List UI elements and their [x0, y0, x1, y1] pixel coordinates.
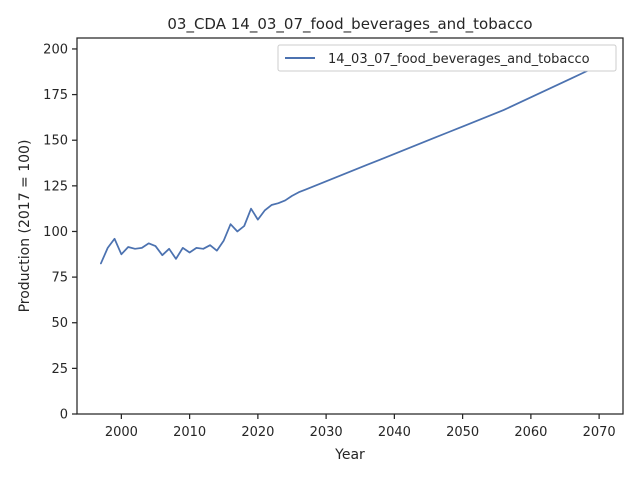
y-tick-label: 0 [60, 408, 68, 423]
y-tick-label: 200 [43, 42, 68, 57]
y-axis: 0 25 50 75 100 125 150 175 200 [43, 42, 77, 423]
x-axis-label: Year [334, 447, 365, 463]
y-tick-label: 50 [51, 316, 68, 331]
legend: 14_03_07_food_beverages_and_tobacco [277, 44, 617, 72]
legend-box [277, 44, 617, 72]
y-tick-label: 125 [43, 179, 68, 194]
x-axis: 2000 2010 2020 2030 2040 2050 2060 2070 [105, 414, 616, 440]
axes-frame [76, 37, 624, 415]
plot-area [100, 64, 600, 265]
x-tick-label: 2060 [514, 425, 547, 440]
chart-title: 03_CDA 14_03_07_food_beverages_and_tobac… [167, 15, 532, 34]
x-tick-label: 2020 [241, 425, 274, 440]
x-tick-label: 2030 [310, 425, 343, 440]
x-tick-label: 2070 [583, 425, 616, 440]
y-tick-label: 150 [43, 134, 68, 149]
x-tick-label: 2050 [446, 425, 479, 440]
y-tick-label: 25 [51, 362, 68, 377]
x-tick-label: 2000 [105, 425, 138, 440]
x-tick-label: 2040 [378, 425, 411, 440]
y-axis-label: Production (2017 = 100) [17, 140, 33, 313]
y-tick-label: 75 [51, 271, 68, 286]
series-line-0 [100, 64, 600, 265]
y-tick-label: 100 [43, 225, 68, 240]
legend-entry: 14_03_07_food_beverages_and_tobacco [328, 52, 590, 67]
y-tick-label: 175 [43, 88, 68, 103]
x-tick-label: 2010 [173, 425, 206, 440]
